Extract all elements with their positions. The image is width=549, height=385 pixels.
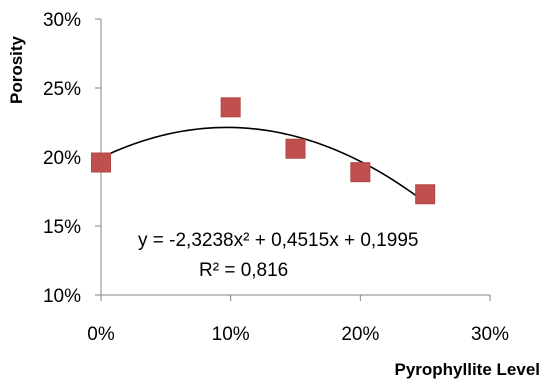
trendline (100, 126, 426, 203)
data-point (415, 184, 436, 205)
data-point (285, 138, 306, 159)
data-point (350, 162, 371, 183)
data-points (91, 97, 436, 205)
trendline-r-squared: R² = 0,816 (199, 260, 288, 281)
x-tick-label: 0% (87, 324, 115, 345)
x-tick-label: 30% (471, 324, 509, 345)
y-tick-label: 20% (43, 148, 81, 169)
data-point (91, 152, 111, 173)
y-tick-label: 10% (43, 286, 81, 307)
x-tick-label: 20% (341, 324, 379, 345)
y-axis: 10% 15% 20% 25% 30% (43, 10, 102, 307)
y-tick-label: 25% (43, 79, 81, 100)
x-axis-title: Pyrophyllite Level (395, 360, 541, 379)
data-point (220, 97, 241, 118)
y-tick-label: 30% (43, 10, 81, 31)
trendline-equation: y = -2,3238x² + 0,4515x + 0,1995 (138, 230, 418, 251)
x-tick-label: 10% (212, 324, 250, 345)
x-axis: 0% 10% 20% 30% (87, 294, 509, 345)
y-axis-title: Porosity (7, 35, 26, 104)
y-tick-label: 15% (43, 217, 81, 238)
